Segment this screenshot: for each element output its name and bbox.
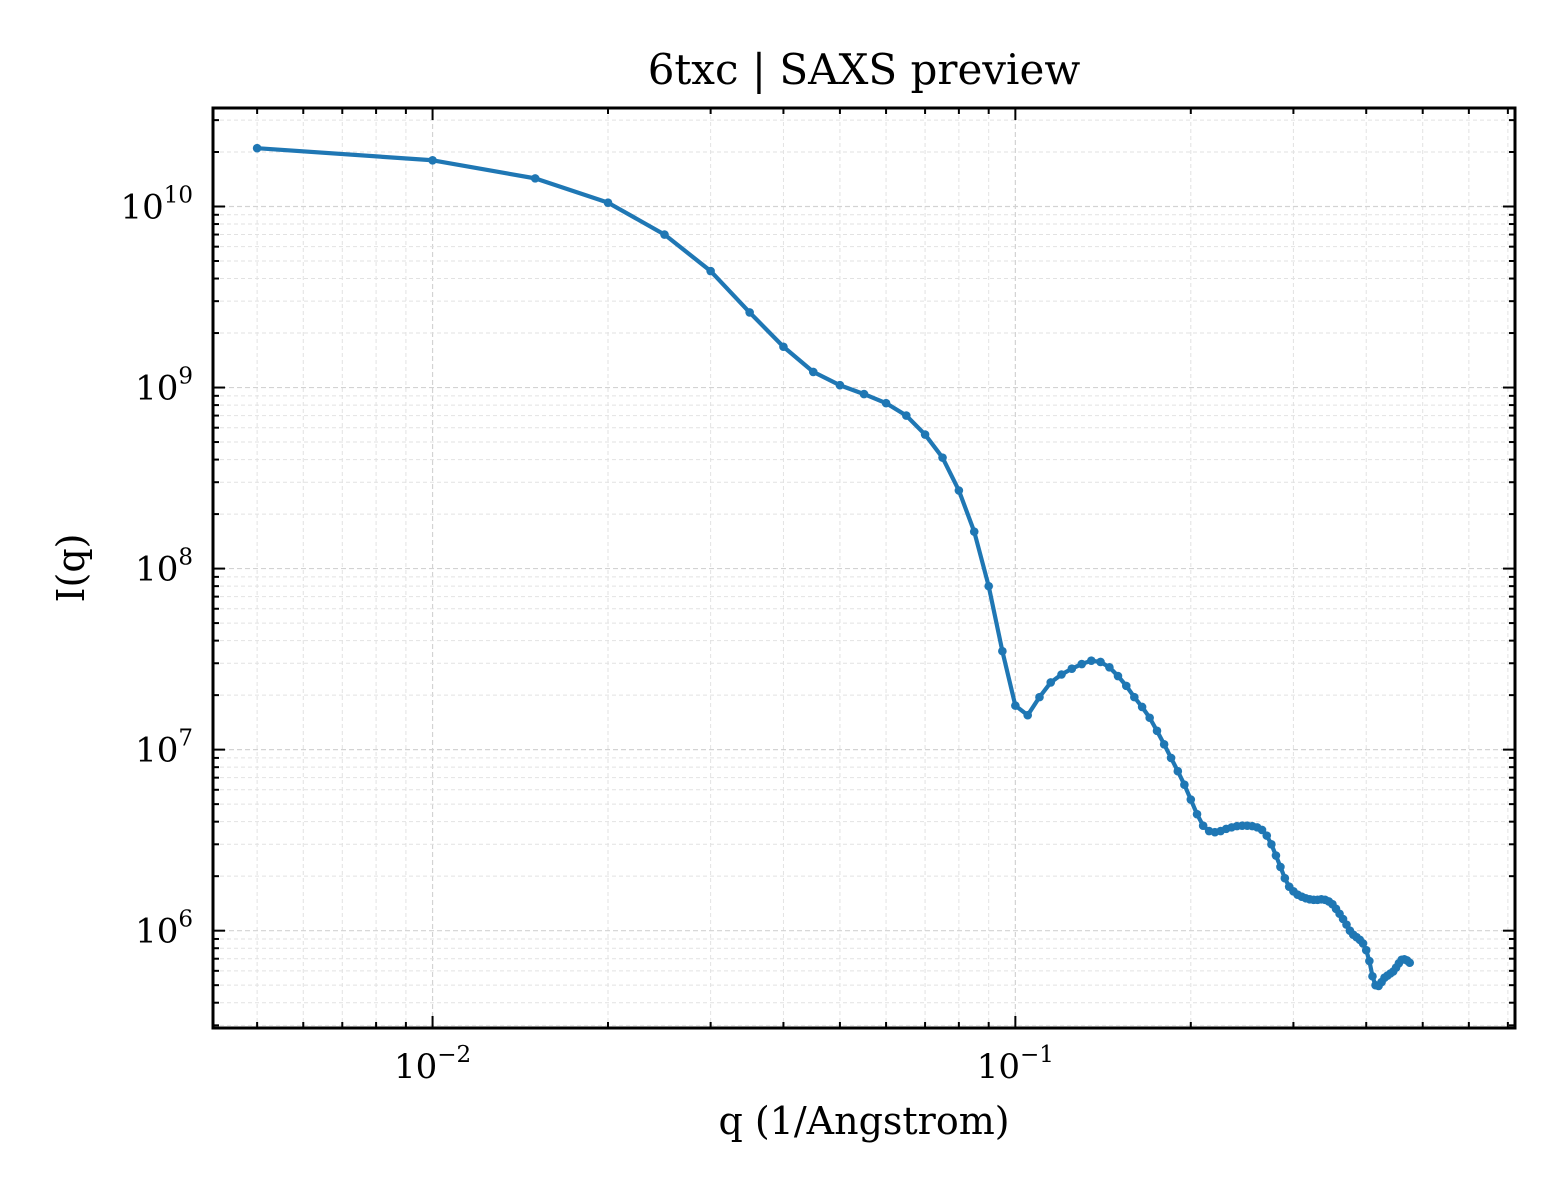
y-tick-label: 1010 <box>120 182 193 227</box>
data-point <box>1405 958 1415 968</box>
data-point <box>1271 851 1281 860</box>
data-point <box>1087 656 1096 665</box>
data-point <box>998 646 1007 656</box>
data-point <box>706 266 715 276</box>
data-point <box>835 380 845 390</box>
data-point <box>1145 713 1154 723</box>
data-point <box>1198 821 1208 831</box>
data-point <box>603 198 613 207</box>
y-tick-label-base: 10 <box>135 369 178 409</box>
y-tick-label-exponent: 6 <box>178 907 193 933</box>
data-point <box>1067 664 1077 673</box>
data-series <box>252 143 1415 991</box>
y-tick-label-base: 10 <box>120 187 163 227</box>
data-point <box>1011 701 1020 710</box>
data-point <box>1192 809 1202 819</box>
data-point <box>1130 692 1139 702</box>
data-point <box>881 398 891 408</box>
data-point <box>902 411 911 420</box>
data-point <box>954 486 964 495</box>
data-point <box>530 174 540 183</box>
y-tick-label-base: 10 <box>135 731 178 771</box>
y-tick-label-exponent: 10 <box>164 182 193 208</box>
data-point <box>252 143 262 153</box>
data-point <box>428 155 437 165</box>
data-point <box>1276 862 1285 872</box>
data-point <box>1152 726 1162 736</box>
data-point <box>660 230 669 239</box>
x-tick-label-exponent: −2 <box>437 1042 471 1068</box>
x-tick-label: 10−1 <box>977 1042 1054 1087</box>
data-point <box>1173 766 1183 776</box>
data-point <box>1257 825 1267 835</box>
data-point <box>779 342 788 352</box>
data-point <box>1368 971 1377 981</box>
y-tick-label-exponent: 8 <box>178 545 193 571</box>
data-point <box>920 430 930 439</box>
data-point <box>1159 740 1169 749</box>
chart-title: 6txc | SAXS preview <box>648 45 1081 94</box>
data-point <box>1035 692 1044 702</box>
x-tick-label-base: 10 <box>394 1047 437 1087</box>
y-tick-label: 109 <box>135 364 193 409</box>
x-tick-label: 10−2 <box>394 1042 471 1087</box>
data-point <box>938 453 947 462</box>
data-point <box>1105 662 1114 672</box>
y-tick-label-exponent: 7 <box>178 726 193 752</box>
data-point <box>1361 945 1371 955</box>
grid <box>213 108 1515 1028</box>
data-point <box>1113 671 1123 681</box>
data-point <box>1057 670 1066 679</box>
data-point <box>1180 780 1189 790</box>
y-tick-label: 107 <box>135 726 193 771</box>
y-tick-label: 106 <box>135 907 193 952</box>
data-point <box>1046 678 1056 687</box>
data-point <box>1096 657 1105 667</box>
data-point <box>1186 795 1196 804</box>
data-point <box>1280 873 1290 883</box>
y-axis-label: I(q) <box>49 534 93 603</box>
plot-frame <box>211 106 1517 1030</box>
data-point <box>1121 681 1131 691</box>
data-point <box>1137 702 1147 712</box>
data-point <box>1365 956 1374 966</box>
data-point <box>745 308 754 317</box>
data-point <box>1077 659 1087 669</box>
data-point <box>1358 939 1368 948</box>
x-tick-label-exponent: −1 <box>1020 1042 1054 1068</box>
y-tick-label: 108 <box>135 545 193 590</box>
data-point <box>984 581 993 591</box>
x-axis-label: q (1/Angstrom) <box>718 1099 1009 1143</box>
data-point <box>1023 710 1033 720</box>
y-tick-label-exponent: 9 <box>178 364 193 390</box>
data-point <box>1166 753 1176 763</box>
y-tick-label-base: 10 <box>135 912 178 952</box>
data-point <box>1267 839 1276 849</box>
data-point <box>808 367 818 377</box>
x-tick-label-base: 10 <box>977 1047 1020 1087</box>
data-point <box>1262 831 1272 840</box>
y-tick-label-base: 10 <box>135 550 178 590</box>
data-point <box>859 389 869 399</box>
data-point <box>969 527 979 536</box>
